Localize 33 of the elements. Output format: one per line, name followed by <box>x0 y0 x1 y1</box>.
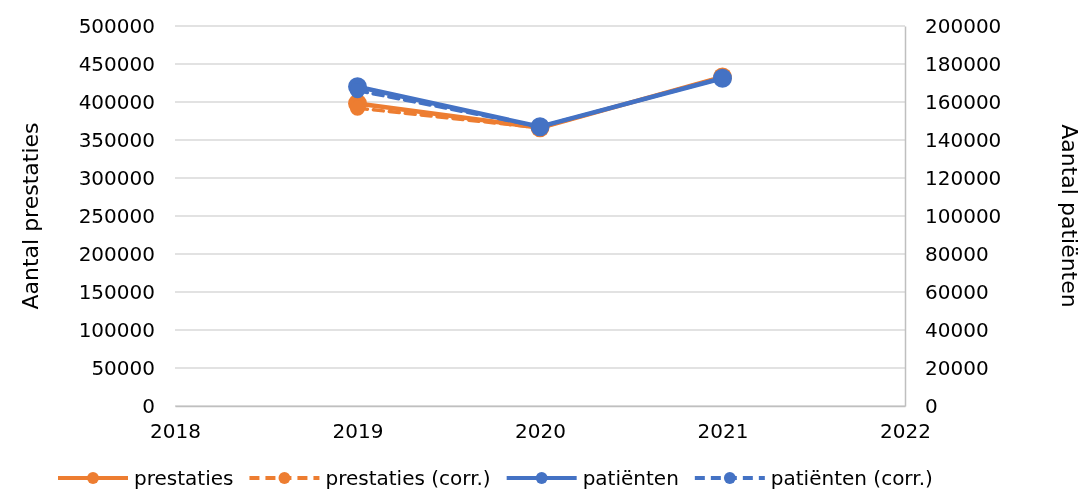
y2-tick-label: 0 <box>925 393 938 418</box>
x-tick-label: 2018 <box>150 419 201 443</box>
y2-tick-label: 100000 <box>925 203 1002 228</box>
legend-label: prestaties (corr.) <box>325 466 491 490</box>
y2-tick-label: 20000 <box>925 355 989 380</box>
y2-tick-label: 200000 <box>925 13 1002 38</box>
y2-tick-label: 120000 <box>925 165 1002 190</box>
y-tick-label: 300000 <box>78 165 155 190</box>
legend-label: patiënten <box>582 466 679 490</box>
legend-label: patiënten (corr.) <box>770 466 933 490</box>
y2-tick-label: 60000 <box>925 279 989 304</box>
y-tick-label: 200000 <box>78 241 155 266</box>
y-tick-label: 450000 <box>78 51 155 76</box>
y-tick-label: 150000 <box>78 279 155 304</box>
y2-axis-title: Aantal patiënten <box>1057 124 1079 308</box>
x-tick-label: 2021 <box>697 419 749 443</box>
y-axis-title: Aantal prestaties <box>18 122 43 310</box>
y-tick-label: 250000 <box>78 203 155 228</box>
y2-tick-label: 80000 <box>925 241 989 266</box>
y-tick-label: 500000 <box>78 13 155 38</box>
y-tick-label: 100000 <box>78 317 155 342</box>
x-tick-label: 2020 <box>515 419 566 443</box>
y2-tick-label: 160000 <box>925 89 1002 114</box>
y-tick-label: 350000 <box>78 127 155 152</box>
x-tick-label: 2019 <box>332 419 384 443</box>
y-tick-label: 400000 <box>78 89 155 114</box>
y2-tick-label: 140000 <box>925 127 1002 152</box>
legend-label: prestaties <box>134 466 234 490</box>
y2-tick-label: 180000 <box>925 51 1002 76</box>
y2-tick-label: 40000 <box>925 317 989 342</box>
x-tick-label: 2022 <box>880 419 931 443</box>
y-tick-label: 50000 <box>91 355 155 380</box>
y-tick-label: 0 <box>142 393 155 418</box>
